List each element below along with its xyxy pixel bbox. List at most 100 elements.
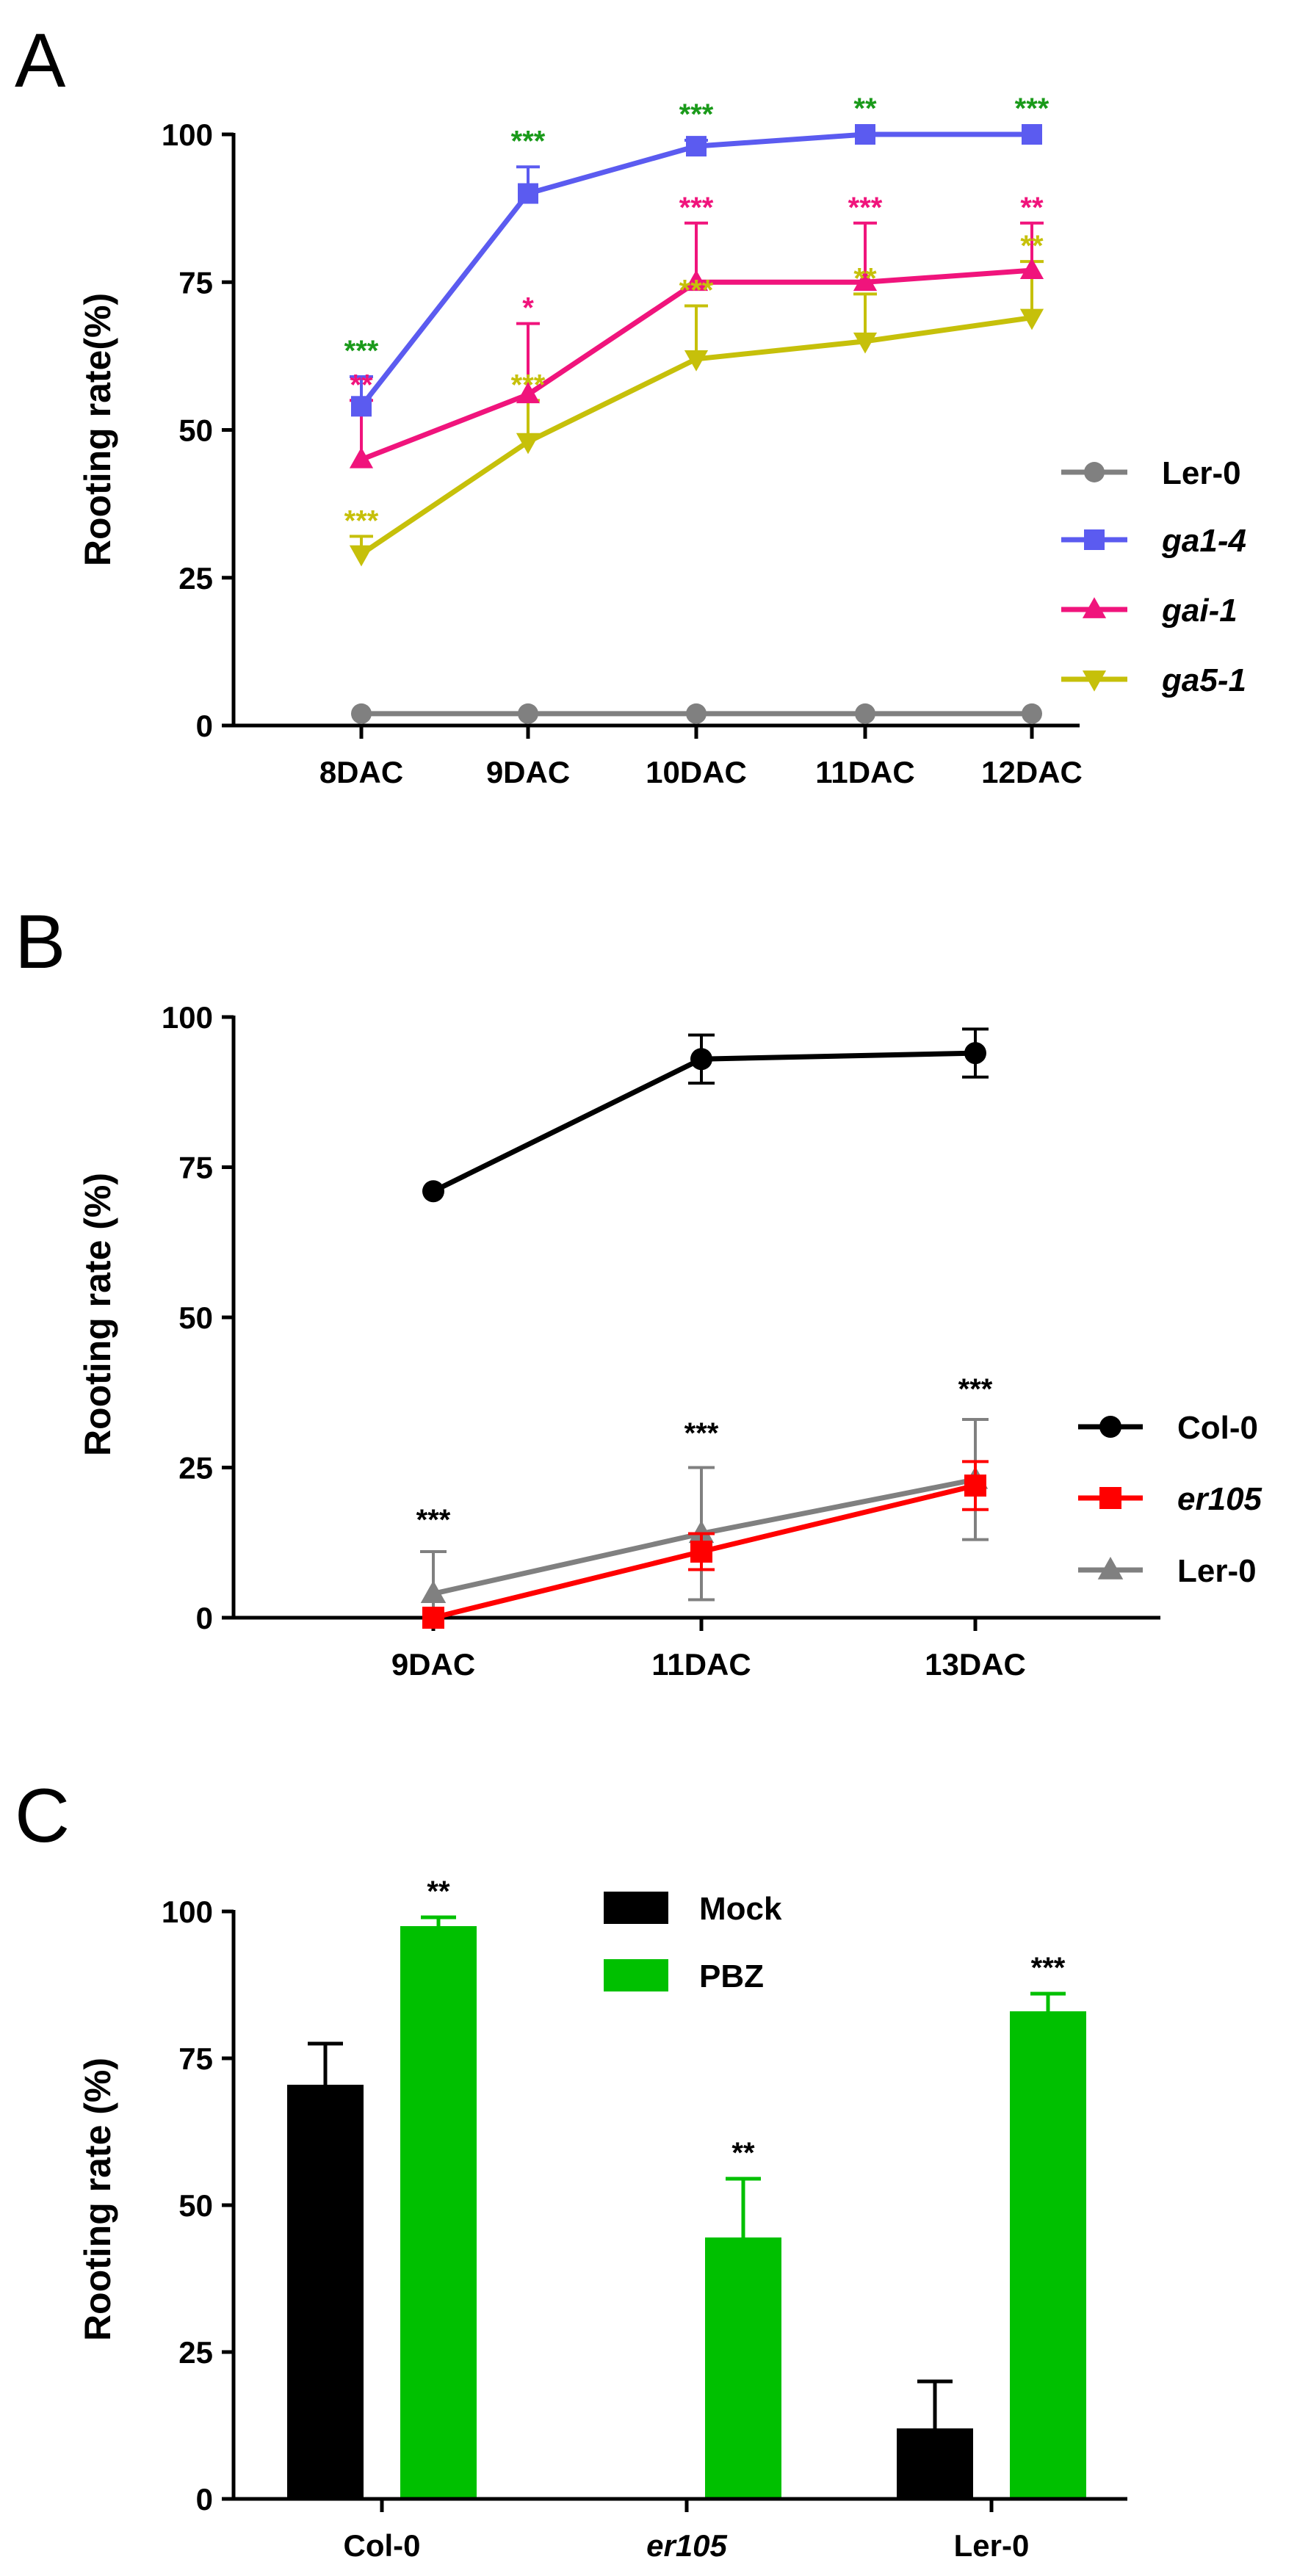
y-axis-label: Rooting rate (%) bbox=[77, 1173, 118, 1456]
series-Mock bbox=[287, 2041, 973, 2499]
legend-label: er105 bbox=[1177, 1481, 1262, 1517]
legend-label: ga1-4 bbox=[1161, 523, 1246, 559]
legend-swatch-marker bbox=[1099, 1487, 1121, 1509]
significance-label: *** bbox=[511, 369, 546, 401]
x-tick-label: 9DAC bbox=[391, 1647, 475, 1682]
y-tick-label: 100 bbox=[162, 117, 213, 152]
legend-label: Ler-0 bbox=[1177, 1553, 1257, 1589]
legend-swatch-marker bbox=[1097, 1557, 1124, 1580]
significance-label: ** bbox=[1020, 230, 1044, 262]
data-point bbox=[855, 703, 875, 724]
data-point bbox=[690, 1541, 712, 1563]
legend-label: ga5-1 bbox=[1161, 662, 1246, 698]
bar bbox=[400, 1926, 477, 2499]
x-tick-label: 11DAC bbox=[651, 1647, 751, 1682]
panel-label: C bbox=[15, 1773, 70, 1859]
significance-label: *** bbox=[848, 192, 883, 224]
significance-label: ** bbox=[853, 262, 877, 294]
y-tick-label: 50 bbox=[178, 1300, 213, 1335]
significance-label: *** bbox=[679, 274, 714, 306]
bar bbox=[1010, 2011, 1086, 2499]
data-point bbox=[349, 545, 374, 567]
y-tick-label: 0 bbox=[196, 709, 213, 743]
legend-item-Mock: Mock bbox=[604, 1891, 782, 1927]
legend-label: gai-1 bbox=[1161, 593, 1238, 629]
significance-label: *** bbox=[679, 98, 714, 131]
legend-swatch-marker bbox=[1084, 529, 1105, 550]
data-point bbox=[686, 703, 707, 724]
y-tick-label: 50 bbox=[178, 2188, 213, 2223]
data-point bbox=[690, 1048, 712, 1071]
x-tick-label: 10DAC bbox=[646, 755, 747, 789]
y-axis-label: Rooting rate (%) bbox=[77, 2058, 118, 2341]
data-point bbox=[1022, 703, 1042, 724]
significance-label: *** bbox=[684, 1417, 719, 1450]
data-point bbox=[1019, 258, 1044, 280]
panel-c-bar-chart: C 0 25 50 75 100 Rooting rate (%) Col-0 er105 Ler… bbox=[15, 1773, 1127, 2563]
series-gai-1 bbox=[349, 221, 1044, 468]
legend-item-Ler-0: Ler-0 bbox=[1061, 455, 1241, 491]
legend-item-Col-0: Col-0 bbox=[1078, 1410, 1258, 1446]
legend-item-gai-1: gai-1 bbox=[1061, 593, 1238, 629]
bar bbox=[705, 2237, 781, 2499]
significance-label: ** bbox=[1020, 192, 1044, 224]
legend-label: Col-0 bbox=[1177, 1410, 1258, 1446]
y-axis-label: Rooting rate(%) bbox=[77, 293, 118, 566]
series-PBZ bbox=[400, 1915, 1086, 2499]
data-point bbox=[853, 269, 878, 292]
x-tick-label: 13DAC bbox=[925, 1647, 1026, 1682]
data-point bbox=[422, 1607, 444, 1629]
y-tick-label: 100 bbox=[162, 1895, 213, 1929]
x-tick-label: er105 bbox=[646, 2528, 727, 2563]
data-point bbox=[686, 136, 707, 157]
data-point bbox=[964, 1475, 986, 1497]
data-point bbox=[688, 1520, 715, 1544]
data-point bbox=[855, 124, 875, 145]
significance-label: ** bbox=[731, 2137, 755, 2169]
legend-swatch-marker bbox=[1082, 597, 1107, 618]
data-point bbox=[516, 382, 541, 404]
series-Col-0 bbox=[422, 1027, 989, 1203]
legend-label: Mock bbox=[699, 1891, 782, 1927]
significance-label: *** bbox=[1031, 1952, 1066, 1984]
y-tick-label: 75 bbox=[178, 265, 213, 300]
data-point bbox=[853, 332, 878, 354]
data-point bbox=[684, 269, 709, 292]
series-ga1-4 bbox=[350, 124, 1042, 417]
legend-item-ga5-1: ga5-1 bbox=[1061, 662, 1246, 698]
legend-label: PBZ bbox=[699, 1958, 764, 1994]
y-tick-label: 75 bbox=[178, 1151, 213, 1185]
legend-item-PBZ: PBZ bbox=[604, 1958, 764, 1994]
y-tick-label: 25 bbox=[178, 2335, 213, 2370]
data-point bbox=[422, 1180, 444, 1203]
x-tick-label: 12DAC bbox=[981, 755, 1083, 789]
x-tick-label: Col-0 bbox=[344, 2528, 421, 2563]
data-point bbox=[1019, 308, 1044, 330]
legend-swatch-marker bbox=[1084, 462, 1105, 482]
series-Ler-0 bbox=[351, 703, 1042, 724]
legend-label: Ler-0 bbox=[1162, 455, 1241, 491]
data-point bbox=[518, 703, 538, 724]
bar bbox=[897, 2428, 973, 2499]
legend-swatch-marker bbox=[1082, 670, 1107, 692]
significance-label: *** bbox=[679, 192, 714, 224]
data-point bbox=[1022, 124, 1042, 145]
x-tick-label: 8DAC bbox=[319, 755, 403, 789]
y-tick-label: 25 bbox=[178, 561, 213, 596]
significance-label: *** bbox=[958, 1373, 993, 1405]
data-point bbox=[516, 433, 541, 455]
y-tick-label: 100 bbox=[162, 1000, 213, 1035]
significance-label: *** bbox=[344, 335, 379, 367]
significance-label: ** bbox=[350, 369, 373, 401]
panel-label: A bbox=[15, 18, 66, 104]
data-point bbox=[351, 703, 372, 724]
bar bbox=[287, 2085, 364, 2499]
data-point bbox=[349, 446, 374, 468]
x-tick-label: 9DAC bbox=[486, 755, 570, 789]
legend-item-Ler-0: Ler-0 bbox=[1078, 1553, 1257, 1589]
y-tick-label: 75 bbox=[178, 2041, 213, 2076]
y-tick-label: 0 bbox=[196, 2482, 213, 2517]
y-tick-label: 50 bbox=[178, 413, 213, 448]
x-tick-label: Ler-0 bbox=[954, 2528, 1030, 2563]
